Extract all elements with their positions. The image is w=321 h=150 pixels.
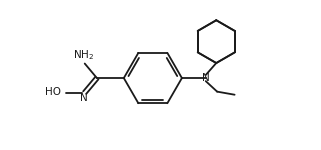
Text: HO: HO <box>45 87 61 97</box>
Text: N: N <box>202 73 210 83</box>
Text: NH$_2$: NH$_2$ <box>73 48 94 62</box>
Text: N: N <box>80 93 88 103</box>
